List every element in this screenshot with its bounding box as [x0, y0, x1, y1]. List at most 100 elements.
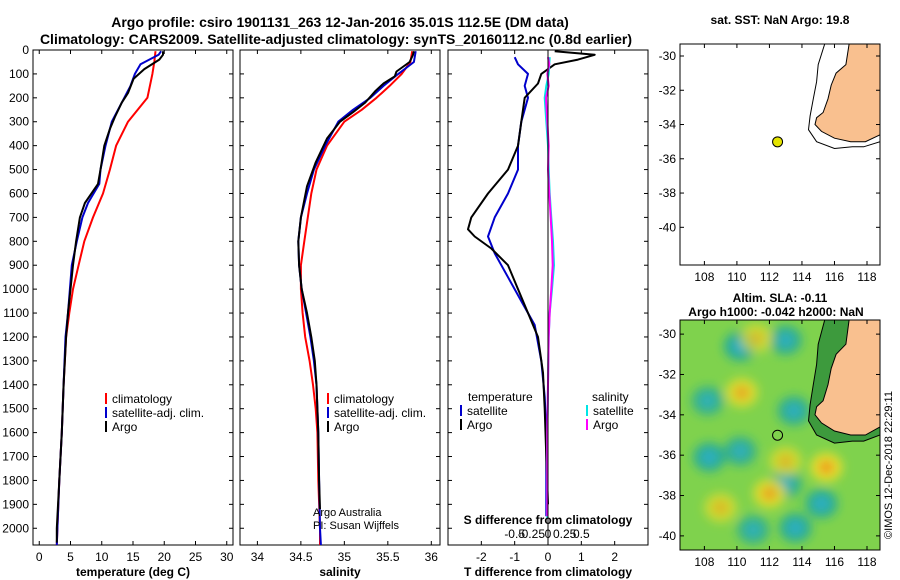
legend-title: temperature [468, 390, 533, 404]
x-axis-label: salinity [319, 565, 361, 579]
legend-label: Argo [593, 418, 619, 432]
x-tick-label: 5 [67, 550, 74, 564]
y-tick-label: 1600 [2, 426, 29, 440]
y-tick-label: -30 [659, 49, 677, 63]
y-tick-label: 1100 [3, 306, 29, 320]
land-australia [814, 320, 880, 436]
map-title-line-1: Altim. SLA: -0.11 [733, 291, 828, 305]
land-australia [814, 44, 880, 143]
x-tick-label: -2 [476, 550, 487, 564]
y-tick-label: 1700 [2, 450, 29, 464]
annotation-line: PI: Susan Wijffels [313, 520, 399, 532]
map-title: sat. SST: NaN Argo: 19.8 [711, 13, 850, 27]
x-tick-label: 110 [727, 270, 746, 284]
sla-high-core [819, 460, 834, 474]
y-tick-label: 600 [9, 186, 29, 200]
x-tick-label: 0 [545, 550, 552, 564]
x-tick-label: 118 [857, 270, 876, 284]
y-tick-label: -34 [659, 408, 677, 422]
x-tick-label: 118 [857, 555, 876, 569]
y-tick-label: 200 [9, 91, 29, 105]
plot-frame [32, 49, 234, 546]
y-tick-label: -34 [659, 118, 677, 132]
sla-low-core [745, 522, 762, 538]
sla-low-core [701, 449, 718, 465]
depth-contour [807, 44, 880, 150]
y-tick-label: 1800 [2, 473, 29, 487]
y-tick-label: -40 [659, 529, 677, 543]
series-line-argo [55, 51, 164, 543]
sla-high-core [762, 487, 777, 501]
x-tick-label: 35.5 [376, 550, 400, 564]
sla-low-core [813, 496, 830, 511]
y-tick-label: -32 [659, 83, 677, 97]
y-tick-label: -38 [659, 186, 677, 200]
x-tick-label: 1 [578, 550, 585, 564]
legend-label: satellite-adj. clim. [334, 406, 426, 420]
difference-profile-panel: -2 -1 0 1 2T difference from climatology -0.5… [447, 49, 649, 579]
temperature-profile-panel: 0100200300400500600700800900100011001200… [2, 43, 233, 579]
sla-low-core [699, 393, 716, 409]
s-tick-label: 0 [545, 527, 552, 541]
y-tick-label: 2000 [2, 521, 29, 535]
sla-high-core [778, 454, 794, 468]
x-tick-label: 20 [158, 550, 172, 564]
annotation-line: Argo Australia [313, 507, 382, 519]
shelf-region [808, 320, 880, 444]
series-line-argo [297, 50, 415, 510]
sla-low-core [787, 520, 804, 536]
s-tick-label: 0.25 [553, 527, 577, 541]
x-tick-label: 36 [425, 550, 439, 564]
map-frame [679, 319, 881, 551]
y-tick-label: 1200 [2, 330, 29, 344]
legend-label: satellite-adj. clim. [112, 406, 204, 420]
y-tick-label: 800 [9, 234, 29, 248]
y-tick-label: 1400 [2, 378, 29, 392]
argo-position-marker [772, 429, 784, 441]
map-content [680, 320, 880, 550]
imos-credit: ©IMOS 12-Dec-2018 22:29:11 [883, 391, 895, 539]
legend-label: satellite [467, 404, 508, 418]
sla-low-core [732, 443, 749, 459]
map-title-line-2: Argo h1000: -0.042 h2000: NaN [688, 305, 863, 319]
y-tick-label: 300 [9, 115, 29, 129]
series-line-climatology [299, 51, 414, 545]
sst-map-panel: 108 110 112 114 116 118 -30 -32 -34 -36 -38 -40 sat.… [659, 13, 881, 284]
y-tick-label: -30 [659, 327, 677, 341]
x-tick-label: 30 [220, 550, 234, 564]
x-tick-label: 10 [95, 550, 109, 564]
x-tick-label: 108 [694, 555, 714, 569]
x-tick-label: 112 [760, 270, 779, 284]
x-tick-label: 34 [251, 550, 265, 564]
depth-contour [807, 320, 880, 444]
y-tick-label: 0 [22, 43, 29, 57]
legend-label: Argo [112, 420, 138, 434]
x-tick-label: 112 [760, 555, 779, 569]
x-tick-label: 116 [825, 555, 844, 569]
y-tick-label: -36 [659, 448, 677, 462]
plot-frame [239, 49, 441, 546]
sla-high-core [749, 331, 764, 345]
x-tick-label: 110 [727, 555, 746, 569]
y-tick-label: 1300 [2, 354, 29, 368]
x-tick-label: 114 [792, 555, 811, 569]
sla-map-panel: 108 110 112 114 116 118 -30 -32 -34 -36 -38 -40 Alti… [659, 291, 881, 569]
y-tick-label: 1000 [2, 282, 29, 296]
argo-position-marker [772, 136, 784, 148]
y-tick-label: 700 [9, 210, 29, 224]
y-tick-label: 100 [9, 67, 29, 81]
x-axis-label: T difference from climatology [464, 565, 632, 579]
x-tick-label: 0 [36, 550, 43, 564]
x-axis-label: temperature (deg C) [76, 565, 190, 579]
x-tick-label: 25 [189, 550, 203, 564]
x-tick-label: -1 [509, 550, 520, 564]
sla-anomaly-field [691, 323, 843, 545]
x-tick-label: 2 [611, 550, 618, 564]
title-line-2: Climatology: CARS2009. Satellite-adjuste… [40, 31, 632, 47]
sla-high-core [734, 386, 750, 400]
s-tick-label: -0.5 [504, 527, 525, 541]
legend-label: satellite [593, 404, 634, 418]
y-tick-label: 1900 [2, 497, 29, 511]
